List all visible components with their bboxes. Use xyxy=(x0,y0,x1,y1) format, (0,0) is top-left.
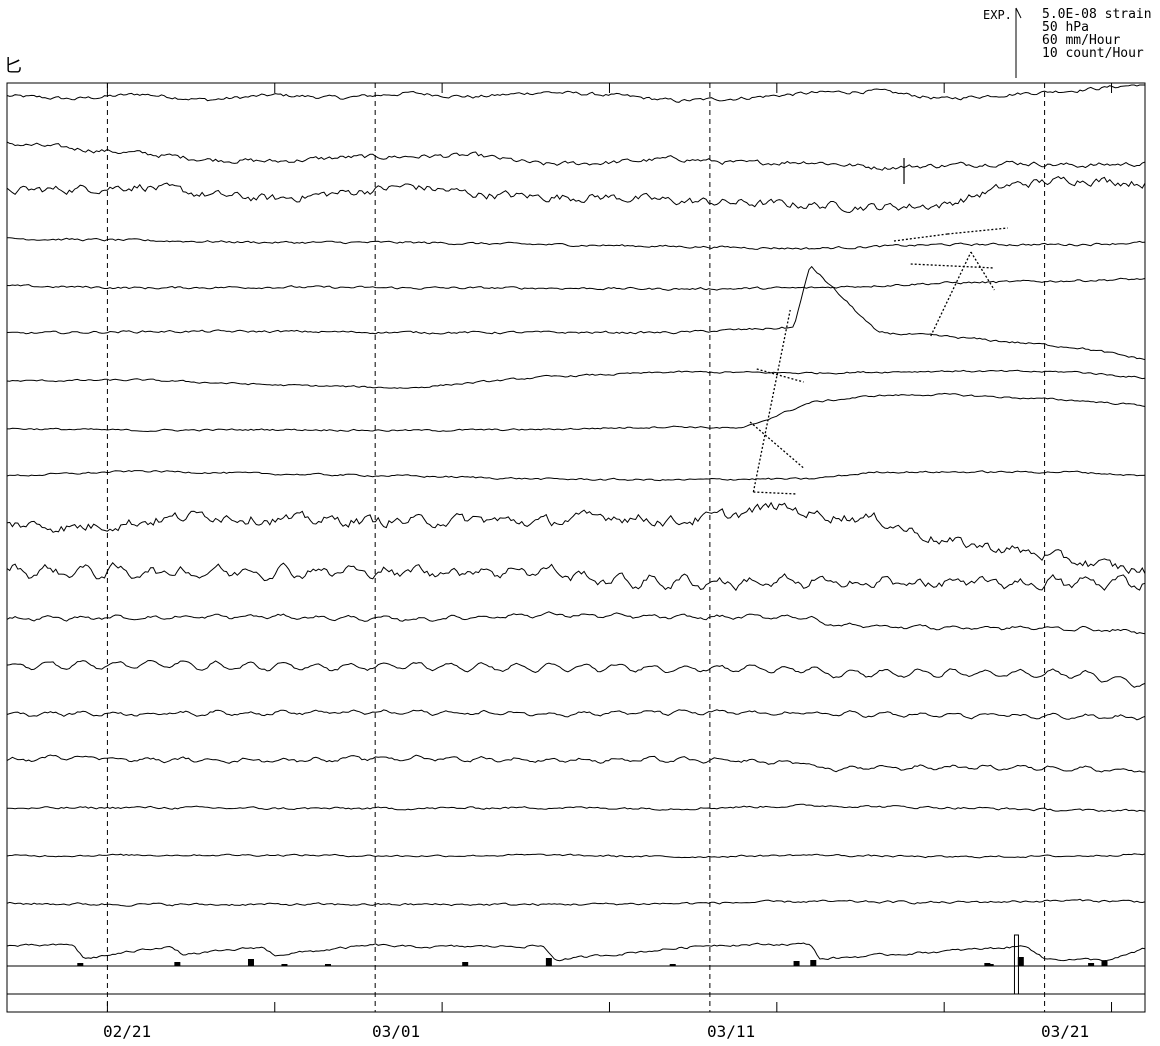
scale-strain: 5.0E-08 strain xyxy=(1042,7,1152,22)
trace-4 xyxy=(6,237,1146,250)
trace-14 xyxy=(6,709,1146,721)
plot-frame xyxy=(6,82,1146,1013)
scale-legend: 5.0E-08 strain 50 hPa 60 mm/Hour 10 coun… xyxy=(1042,8,1152,60)
trace-16 xyxy=(6,803,1146,812)
rain-bar-11 xyxy=(987,964,994,966)
dotted-connector-4 xyxy=(970,251,995,291)
count-bar xyxy=(1013,934,1019,995)
scale-pressure: 50 hPa xyxy=(1042,20,1089,35)
trace-10 xyxy=(6,501,1146,575)
dotted-connector-2 xyxy=(910,263,995,269)
trace-12 xyxy=(6,611,1146,635)
trace-2 xyxy=(6,141,1146,171)
scale-rain: 60 mm/Hour xyxy=(1042,33,1121,48)
rain-bar-4 xyxy=(324,964,331,966)
rain-bar-7 xyxy=(669,964,676,966)
trace-6 xyxy=(6,265,1146,361)
trace-11 xyxy=(6,562,1146,592)
dotted-connector-5 xyxy=(756,368,804,383)
rain-bar-14 xyxy=(1101,961,1108,966)
trace-9 xyxy=(6,470,1146,482)
scale-count: 10 count/Hour xyxy=(1042,46,1144,61)
x-tick-label-0321: 03/21 xyxy=(1041,1022,1090,1041)
trace-13 xyxy=(6,659,1146,688)
trace-1 xyxy=(6,84,1145,103)
rain-bar-13 xyxy=(1088,963,1095,966)
corner-mark: 匕 xyxy=(4,56,22,77)
dotted-connector-1 xyxy=(947,227,1008,235)
trace-18 xyxy=(6,898,1146,907)
rain-bar-2 xyxy=(247,959,254,966)
trace-5 xyxy=(6,277,1146,291)
trace-8 xyxy=(7,392,1146,433)
trace-17 xyxy=(6,853,1146,859)
x-tick-label-0221: 02/21 xyxy=(103,1022,152,1041)
trace-7 xyxy=(6,369,1146,389)
rain-bar-0 xyxy=(77,963,84,966)
exp-bracket-hook xyxy=(1015,7,1022,19)
trace-3 xyxy=(6,176,1146,214)
trace-19 xyxy=(6,942,1146,962)
rain-bar-1 xyxy=(174,962,181,966)
rain-bar-8 xyxy=(793,961,800,966)
dotted-connector-3 xyxy=(930,251,972,337)
x-tick-label-0301: 03/01 xyxy=(372,1022,421,1041)
trace-15 xyxy=(6,754,1146,773)
rain-bar-3 xyxy=(281,964,288,966)
rain-bar-9 xyxy=(810,960,817,966)
rain-bar-5 xyxy=(462,962,469,966)
dotted-connector-6 xyxy=(749,421,805,469)
rain-bar-10 xyxy=(984,963,991,966)
dotted-connector-8 xyxy=(753,491,797,495)
dotted-connector-7 xyxy=(752,309,791,493)
dotted-connector-0 xyxy=(893,233,948,242)
rain-bar-12 xyxy=(1017,957,1024,966)
rain-bar-6 xyxy=(545,958,552,966)
exp-label: EXP. xyxy=(983,8,1012,22)
x-tick-label-0311: 03/11 xyxy=(707,1022,756,1041)
